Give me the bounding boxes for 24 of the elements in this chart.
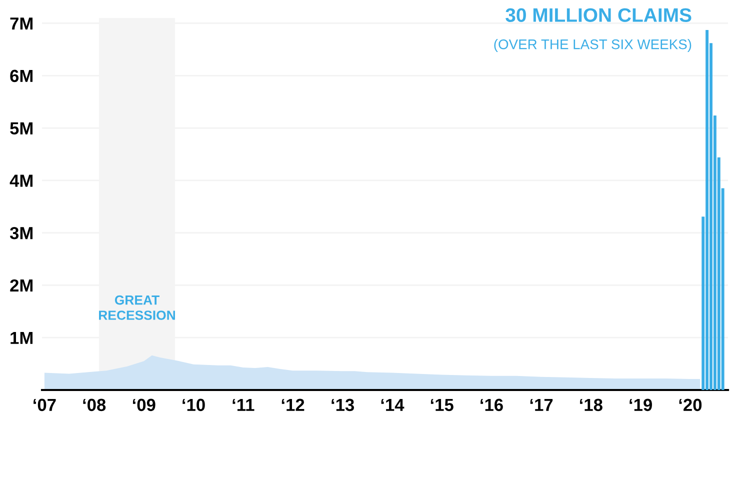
x-tick-label: ‘16 xyxy=(480,398,503,412)
y-tick-label: 5M xyxy=(10,122,33,134)
annotation: (OVER THE LAST SIX WEEKS) xyxy=(494,39,692,52)
x-tick-label: ‘20 xyxy=(679,398,702,412)
x-tick-label: ‘18 xyxy=(580,398,602,412)
y-tick-label: 3M xyxy=(10,226,33,240)
x-tick-label: ‘13 xyxy=(332,398,354,412)
x-tick-label: ‘08 xyxy=(83,398,106,412)
y-tick-label: 7M xyxy=(10,18,33,30)
x-tick-label: ‘10 xyxy=(182,398,205,412)
y-tick-label: 2M xyxy=(10,279,33,292)
x-tick-label: ‘17 xyxy=(530,398,553,411)
annotation: 30 MILLION CLAIMS xyxy=(506,8,692,22)
x-tick-label: ‘14 xyxy=(381,398,404,411)
x-tick-label: ‘12 xyxy=(282,398,304,411)
x-tick-label: ‘11 xyxy=(232,398,254,411)
y-tick-label: 4M xyxy=(10,174,33,187)
x-tick-label: ‘09 xyxy=(132,398,156,412)
y-tick-label: 6M xyxy=(10,70,33,82)
y-tick-label: 1M xyxy=(10,332,33,344)
x-tick-label: ‘19 xyxy=(630,398,652,412)
x-tick-label: ‘15 xyxy=(430,398,454,412)
x-tick-label: ‘07 xyxy=(34,398,56,412)
band-label: GREAT RECESSION xyxy=(99,295,175,320)
